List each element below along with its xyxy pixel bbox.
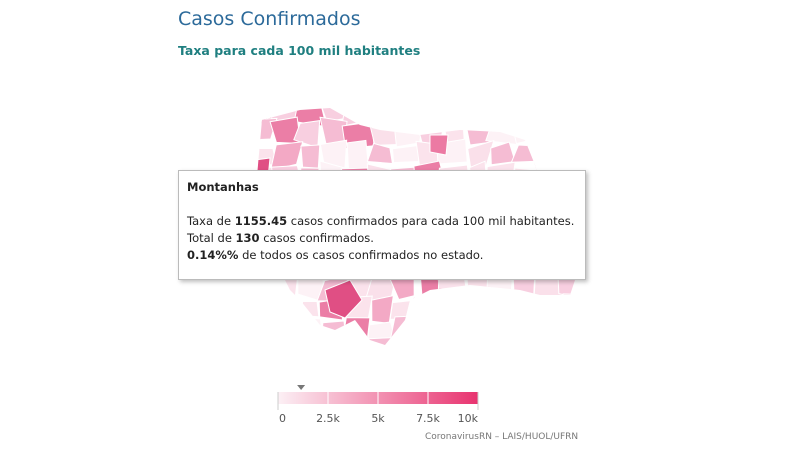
municipality xyxy=(392,108,421,125)
tooltip-line: Total de 130 casos confirmados. xyxy=(187,230,577,247)
municipality xyxy=(485,118,519,146)
text: Taxa de xyxy=(187,214,232,228)
municipality xyxy=(391,144,422,164)
municipality xyxy=(439,108,471,127)
municipality xyxy=(412,296,446,326)
text: casos confirmados. xyxy=(263,231,374,245)
legend-marker xyxy=(297,385,306,390)
municipality xyxy=(511,315,536,344)
municipality xyxy=(463,293,491,319)
municipality xyxy=(489,318,514,338)
municipality xyxy=(275,292,299,323)
municipality xyxy=(255,316,279,345)
municipality xyxy=(533,141,563,172)
tooltip-name: Montanhas xyxy=(187,180,259,194)
legend-tick-label: 0 xyxy=(279,412,286,425)
municipality xyxy=(370,108,394,126)
municipality xyxy=(561,293,575,322)
credit: CoronavirusRN – LAIS/HUOL/UFRN xyxy=(425,432,579,442)
municipality xyxy=(255,294,280,326)
legend-tick-label: 7.5k xyxy=(416,412,440,425)
municipality xyxy=(509,108,542,125)
municipality xyxy=(412,315,448,343)
municipality xyxy=(415,341,448,345)
municipality xyxy=(535,314,564,341)
subtitle: Taxa para cada 100 mil habitantes xyxy=(178,43,421,58)
municipality xyxy=(560,339,575,345)
municipality xyxy=(389,315,420,341)
municipality xyxy=(438,341,468,345)
municipality xyxy=(557,139,575,165)
municipality xyxy=(273,318,298,344)
municipality xyxy=(300,300,320,318)
municipality xyxy=(300,144,321,169)
municipality xyxy=(389,339,422,345)
legend-tick-label: 2.5k xyxy=(316,412,340,425)
municipality xyxy=(460,108,490,125)
municipality xyxy=(296,317,324,345)
municipality xyxy=(556,314,575,345)
municipality xyxy=(537,295,566,326)
municipality xyxy=(539,342,564,345)
text: casos confirmados para cada 100 mil habi… xyxy=(290,214,575,228)
municipality xyxy=(346,139,370,171)
municipality xyxy=(489,342,514,345)
municipality xyxy=(533,108,560,118)
municipality xyxy=(320,320,347,343)
legend: 0 2.5k 5k 7.5k 10k xyxy=(277,385,479,425)
municipality xyxy=(255,117,278,141)
tooltip: Montanhas Taxa de 1155.45 casos confirma… xyxy=(178,170,586,280)
municipality xyxy=(561,108,575,121)
municipality xyxy=(343,336,375,345)
municipality xyxy=(365,336,398,345)
municipality xyxy=(366,142,394,165)
municipality xyxy=(484,108,516,128)
municipality xyxy=(341,317,371,345)
municipality xyxy=(510,119,539,145)
total: 130 xyxy=(235,231,260,245)
municipality xyxy=(293,342,327,345)
municipality xyxy=(269,141,304,171)
municipality xyxy=(533,117,562,147)
share: 0.14%% xyxy=(187,248,239,262)
rate: 1155.45 xyxy=(234,214,288,228)
municipality xyxy=(508,337,535,345)
municipality xyxy=(467,316,492,345)
municipality xyxy=(510,144,541,163)
municipality xyxy=(429,134,449,156)
municipality xyxy=(255,337,280,345)
municipality xyxy=(556,119,575,147)
text: Total de xyxy=(187,231,232,245)
municipality xyxy=(460,338,492,345)
municipality xyxy=(442,292,471,321)
municipality xyxy=(485,294,514,321)
title: Casos Confirmados xyxy=(178,8,361,30)
municipality xyxy=(324,279,363,319)
tooltip-line: Taxa de 1155.45 casos confirmados para c… xyxy=(187,213,577,230)
tooltip-line: 0.14%% de todos os casos confirmados no … xyxy=(187,247,577,264)
text: de todos os casos confirmados no estado. xyxy=(242,248,484,262)
municipality xyxy=(437,314,467,345)
municipality xyxy=(270,344,304,345)
municipality xyxy=(321,341,350,345)
municipality xyxy=(414,108,446,126)
municipality xyxy=(512,298,536,321)
legend-tick-label: 10k xyxy=(458,412,479,425)
municipality xyxy=(486,276,513,303)
legend-tick-label: 5k xyxy=(371,412,385,425)
